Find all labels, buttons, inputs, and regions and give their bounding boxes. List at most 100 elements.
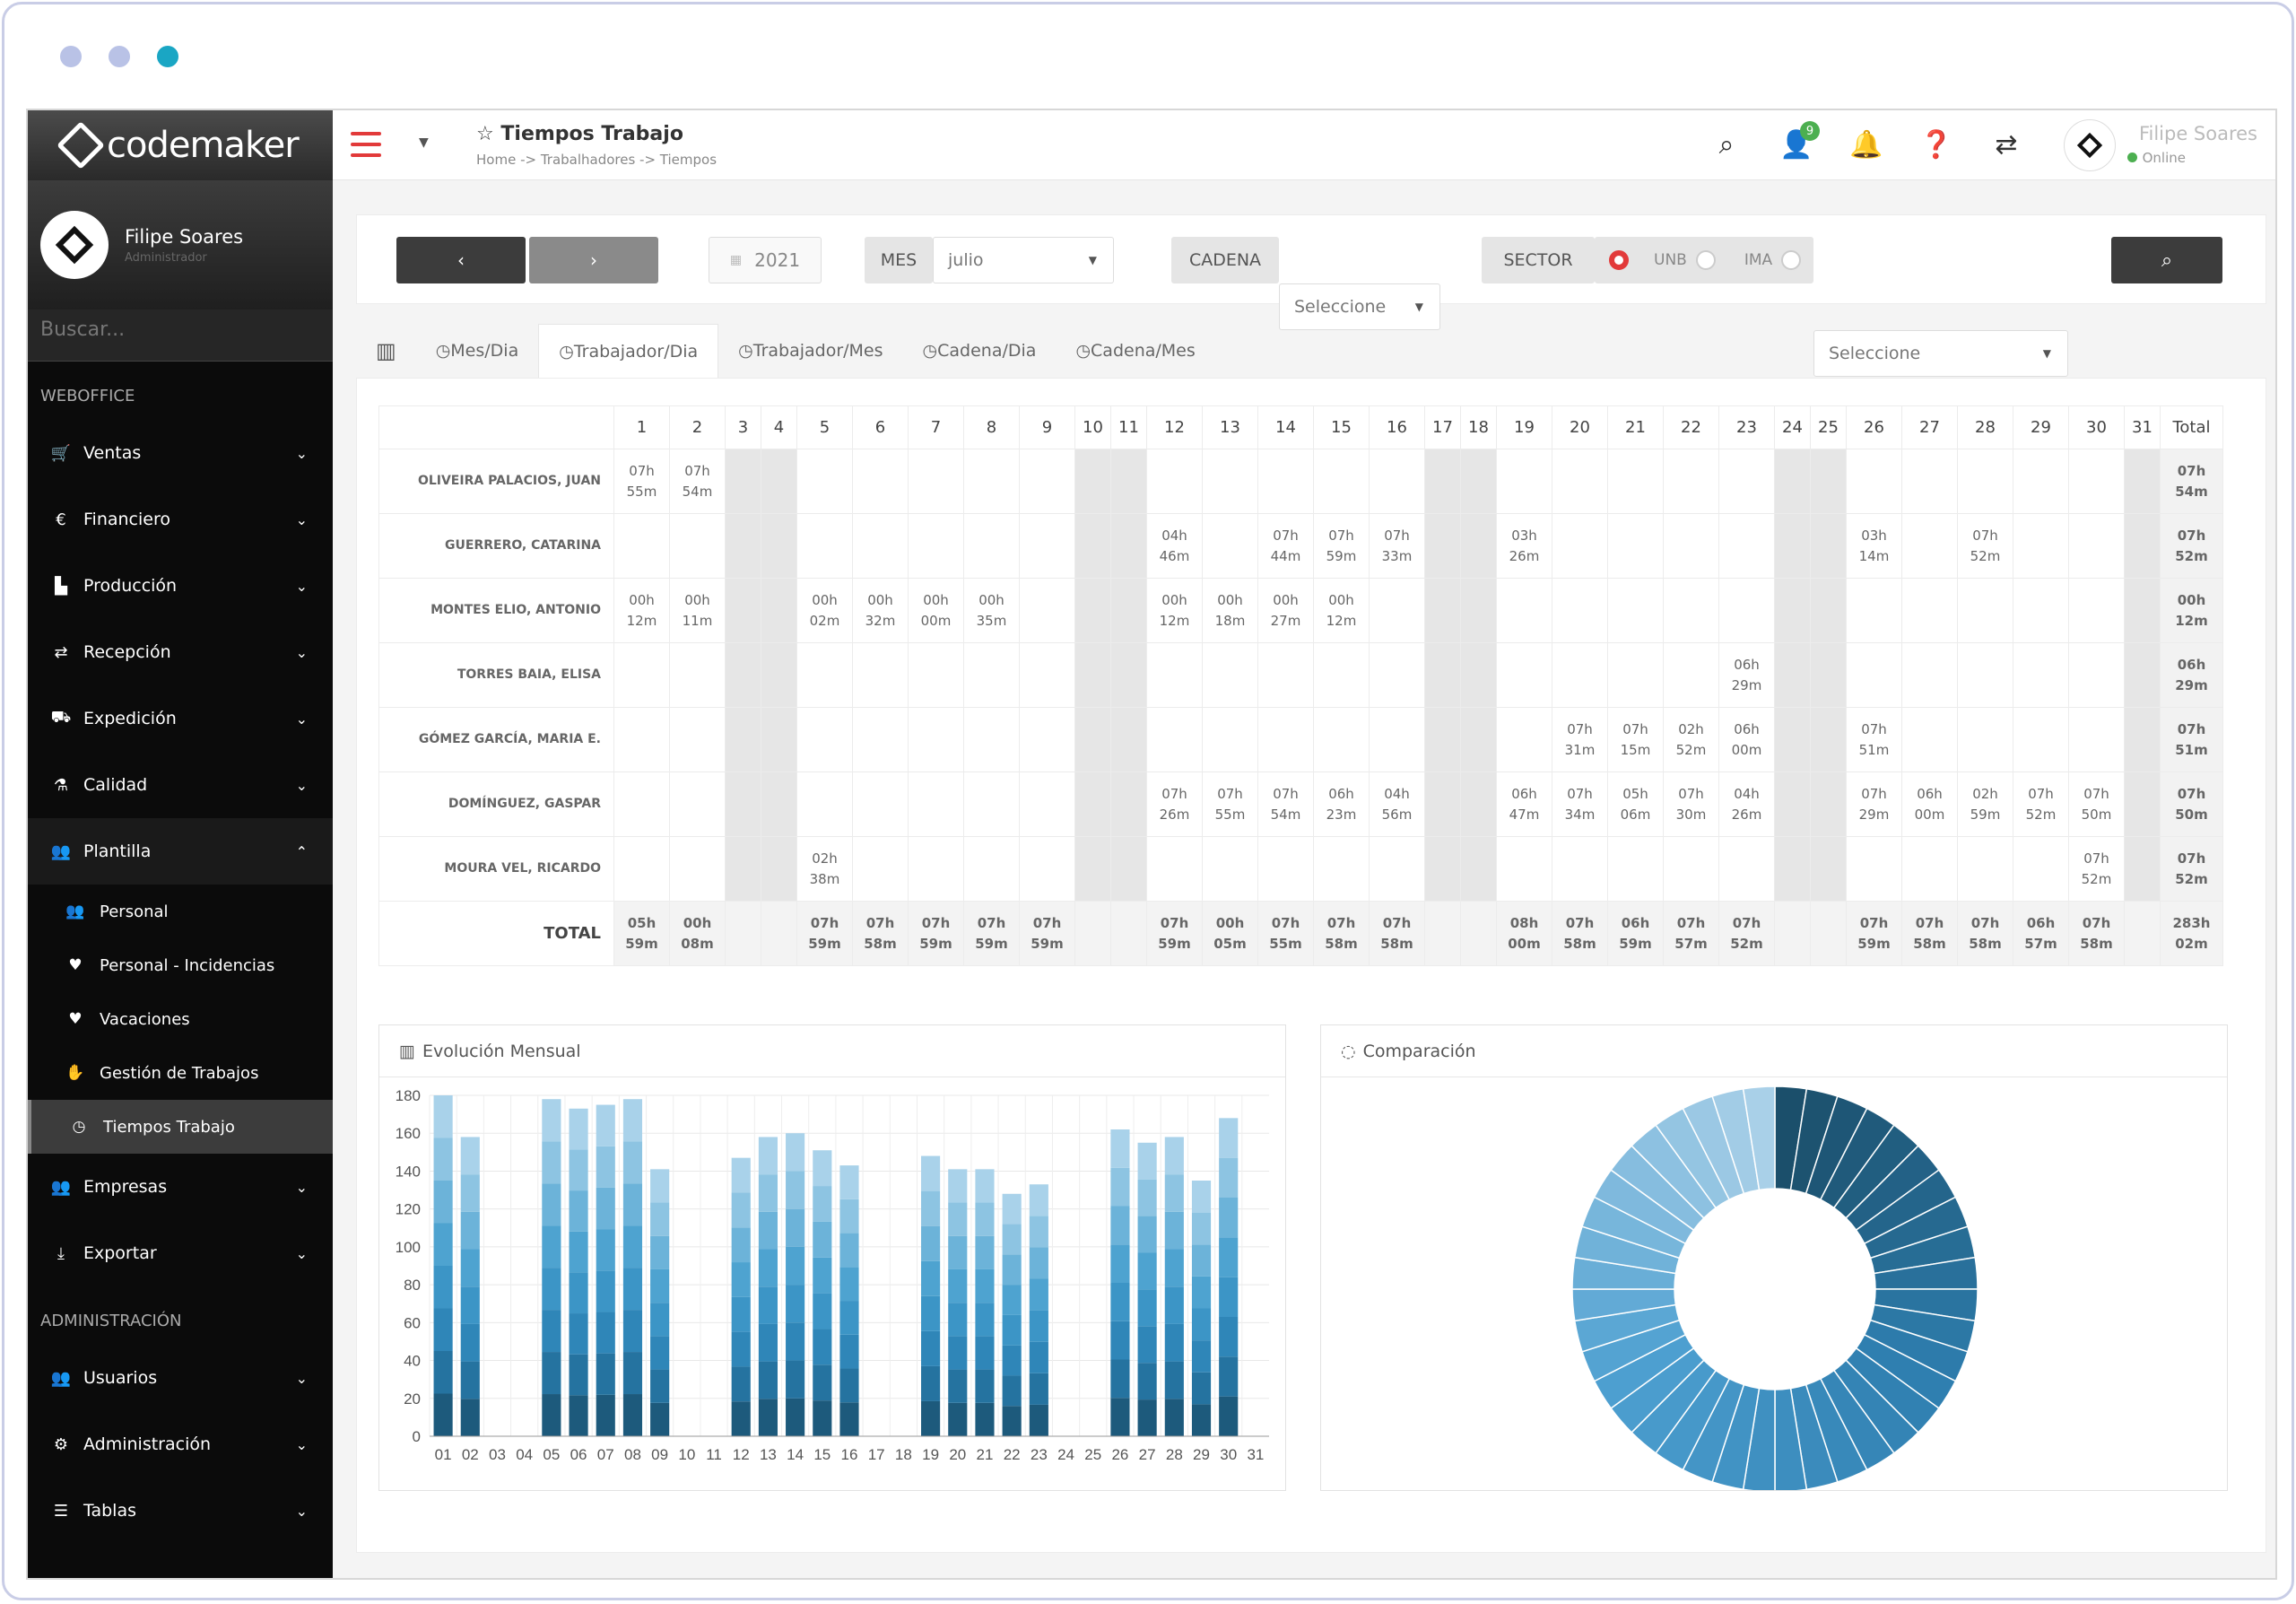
time-cell[interactable]: 00h 12m [1313,578,1370,643]
time-cell[interactable] [1019,513,1075,579]
sidebar-item-exportar[interactable]: ⤓ Exportar ⌄ [28,1220,333,1286]
time-cell[interactable] [1257,836,1314,902]
time-cell[interactable] [1552,836,1608,902]
caret-down-icon[interactable]: ▼ [419,135,429,150]
time-cell[interactable]: 07h 59m [1146,901,1203,966]
time-cell[interactable] [1460,901,1497,966]
time-cell[interactable] [1019,578,1075,643]
time-cell[interactable] [796,449,853,514]
time-cell[interactable] [1460,642,1497,708]
time-cell[interactable] [1901,513,1958,579]
time-cell[interactable] [1810,578,1847,643]
time-cell[interactable] [1901,707,1958,772]
time-cell[interactable] [2013,578,2069,643]
time-cell[interactable] [1074,836,1111,902]
time-cell[interactable] [1424,642,1461,708]
time-cell[interactable]: 07h 58m [1369,901,1425,966]
time-cell[interactable] [1957,836,2013,902]
time-cell[interactable] [1019,707,1075,772]
search-icon[interactable]: ⌕ [1718,128,1735,161]
time-cell[interactable]: 00h 11m [669,578,726,643]
time-cell[interactable] [1607,836,1664,902]
worker-name[interactable]: GÓMEZ GARCÍA, MARIA E. [378,707,614,772]
time-cell[interactable]: 00h 08m [669,901,726,966]
tab-trabajador-mes[interactable]: ◷ Trabajador/Mes [738,341,883,361]
time-cell[interactable] [1110,642,1147,708]
time-cell[interactable] [1110,707,1147,772]
time-cell[interactable] [2124,771,2161,837]
time-cell[interactable] [1313,707,1370,772]
mes-select[interactable]: julio ▼ [933,237,1114,283]
sidebar-item-usuarios[interactable]: 👥 Usuarios ⌄ [28,1345,333,1411]
time-cell[interactable] [796,771,853,837]
time-cell[interactable] [1074,771,1111,837]
time-cell[interactable] [1369,707,1425,772]
time-cell[interactable] [725,449,761,514]
time-cell[interactable] [1810,642,1847,708]
worker-name[interactable]: TORRES BAIA, ELISA [378,642,614,708]
time-cell[interactable] [1774,642,1811,708]
time-cell[interactable]: 07h 58m [1552,901,1608,966]
time-cell[interactable] [1074,901,1111,966]
time-cell[interactable] [761,771,797,837]
time-cell[interactable]: 07h 26m [1146,771,1203,837]
time-cell[interactable] [2068,642,2125,708]
time-cell[interactable] [1110,901,1147,966]
sector-select[interactable]: Seleccione ▼ [1813,330,2068,377]
time-cell[interactable] [2013,513,2069,579]
time-cell[interactable] [1663,578,1719,643]
time-cell[interactable] [1313,642,1370,708]
time-cell[interactable]: 04h 46m [1146,513,1203,579]
time-cell[interactable] [669,513,726,579]
time-cell[interactable]: 07h 58m [2068,901,2125,966]
time-cell[interactable]: 08h 00m [1496,901,1552,966]
help-icon[interactable]: ❓ [1919,128,1953,161]
time-cell[interactable] [1774,513,1811,579]
time-cell[interactable] [2124,578,2161,643]
time-cell[interactable] [1552,642,1608,708]
time-cell[interactable]: 06h 47m [1496,771,1552,837]
time-cell[interactable] [1424,836,1461,902]
time-cell[interactable] [669,707,726,772]
submenu-item-tiempos[interactable]: ◷ Tiempos Trabajo [28,1100,333,1154]
time-cell[interactable]: 07h 58m [852,901,909,966]
time-cell[interactable] [1074,578,1111,643]
time-cell[interactable] [1460,836,1497,902]
time-cell[interactable] [1901,642,1958,708]
cadena-select[interactable]: Seleccione ▼ [1279,283,1440,330]
time-cell[interactable]: 07h 50m [2068,771,2125,837]
time-cell[interactable] [761,707,797,772]
time-cell[interactable] [963,771,1020,837]
time-cell[interactable] [1718,513,1775,579]
time-cell[interactable] [1424,901,1461,966]
sidebar-item-administracion[interactable]: ⚙ Administración ⌄ [28,1411,333,1478]
time-cell[interactable] [1110,513,1147,579]
time-cell[interactable] [725,642,761,708]
hamburger-icon[interactable] [351,132,381,157]
time-cell[interactable] [1424,707,1461,772]
time-cell[interactable] [1774,578,1811,643]
time-cell[interactable] [2124,642,2161,708]
time-cell[interactable] [1074,642,1111,708]
radio-unb[interactable] [1695,250,1716,270]
time-cell[interactable] [1019,836,1075,902]
time-cell[interactable] [908,771,964,837]
time-cell[interactable] [796,642,853,708]
time-cell[interactable] [1074,449,1111,514]
time-cell[interactable]: 07h 55m [1257,901,1314,966]
time-cell[interactable] [725,707,761,772]
time-cell[interactable] [963,513,1020,579]
time-cell[interactable] [1663,513,1719,579]
time-cell[interactable] [1957,578,2013,643]
exchange-icon[interactable]: ⇄ [1995,128,2018,161]
time-cell[interactable] [1202,707,1258,772]
submenu-item-gestion[interactable]: ✋ Gestión de Trabajos [28,1046,333,1100]
time-cell[interactable] [1810,513,1847,579]
time-cell[interactable]: 02h 52m [1663,707,1719,772]
time-cell[interactable]: 07h 33m [1369,513,1425,579]
time-cell[interactable]: 07h 51m [1846,707,1902,772]
prev-month-button[interactable]: ‹ [396,237,526,283]
time-cell[interactable] [1774,836,1811,902]
sidebar-item-ventas[interactable]: 🛒 Ventas ⌄ [28,420,333,486]
time-cell[interactable] [1202,513,1258,579]
